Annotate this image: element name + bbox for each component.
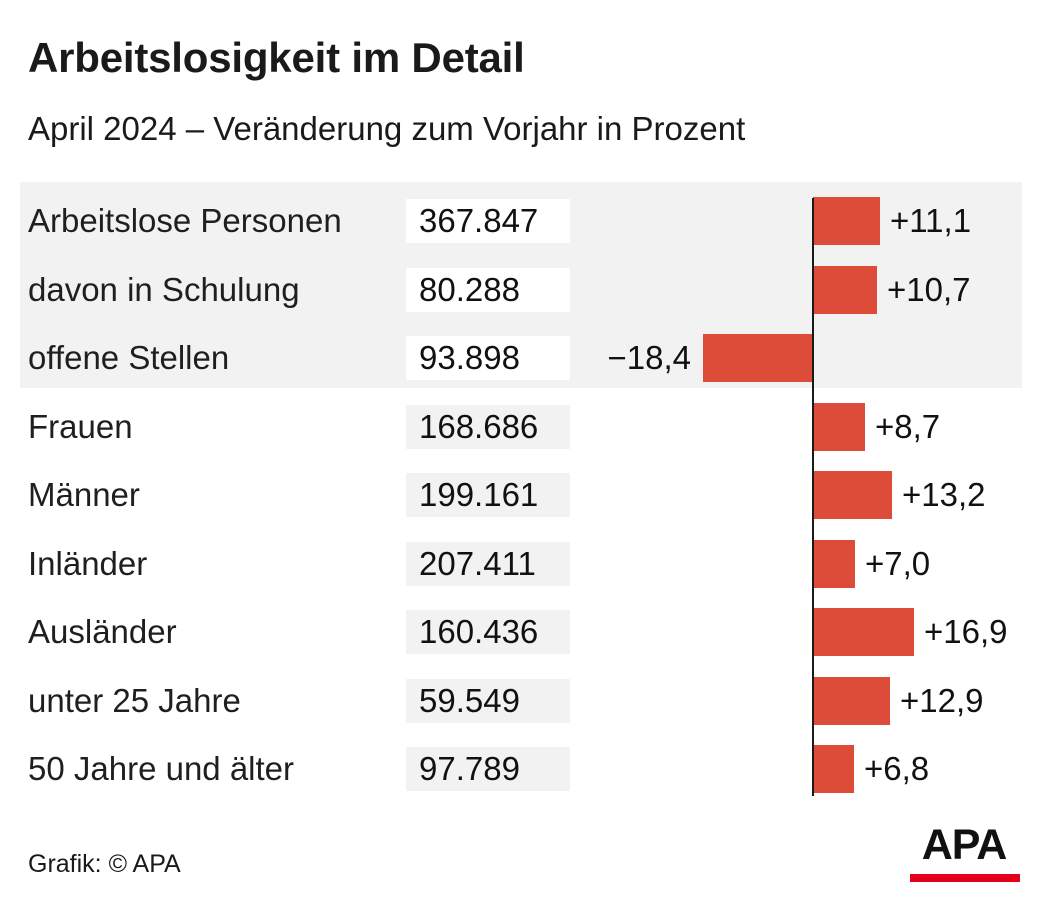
row-label: Arbeitslose Personen (28, 202, 342, 239)
change-bar (813, 197, 880, 245)
row-label: unter 25 Jahre (28, 682, 241, 719)
change-bar (813, 608, 914, 656)
change-bar (813, 403, 865, 451)
change-bar (813, 677, 890, 725)
credit-text: Grafik: © APA (28, 850, 181, 878)
count-value: 207.411 (406, 542, 570, 586)
chart-title: Arbeitslosigkeit im Detail (28, 34, 525, 81)
chart-subtitle: April 2024 – Veränderung zum Vorjahr in … (28, 110, 746, 147)
change-value-label: +7,0 (865, 545, 931, 582)
row-label: Ausländer (28, 613, 177, 650)
change-value-label: +16,9 (924, 613, 1008, 650)
zero-axis-line (812, 198, 814, 796)
count-value: 93.898 (406, 336, 570, 380)
count-value: 59.549 (406, 679, 570, 723)
change-value-label: +13,2 (902, 476, 986, 513)
row-label: offene Stellen (28, 339, 230, 376)
count-value: 168.686 (406, 405, 570, 449)
change-value-label: +10,7 (887, 271, 971, 308)
count-value: 367.847 (406, 199, 570, 243)
change-bar (703, 334, 813, 382)
change-bar (813, 745, 854, 793)
row-label: Frauen (28, 408, 133, 445)
change-value-label: +6,8 (864, 750, 930, 787)
apa-logo-red-bar (910, 874, 1020, 882)
count-value: 97.789 (406, 747, 570, 791)
row-label: 50 Jahre und älter (28, 750, 295, 787)
count-value: 80.288 (406, 268, 570, 312)
change-bar (813, 471, 892, 519)
row-label: Männer (28, 476, 140, 513)
change-bar (813, 266, 877, 314)
count-value: 199.161 (406, 473, 570, 517)
count-value: 160.436 (406, 610, 570, 654)
change-bar (813, 540, 855, 588)
row-label: Inländer (28, 545, 148, 582)
change-value-label: −18,4 (607, 339, 692, 376)
change-value-label: +11,1 (890, 202, 972, 239)
apa-logo-text: APA (921, 821, 1008, 869)
change-value-label: +8,7 (875, 408, 941, 445)
row-label: davon in Schulung (28, 271, 300, 308)
change-value-label: +12,9 (900, 682, 984, 719)
apa-logo: APA (906, 821, 1022, 882)
